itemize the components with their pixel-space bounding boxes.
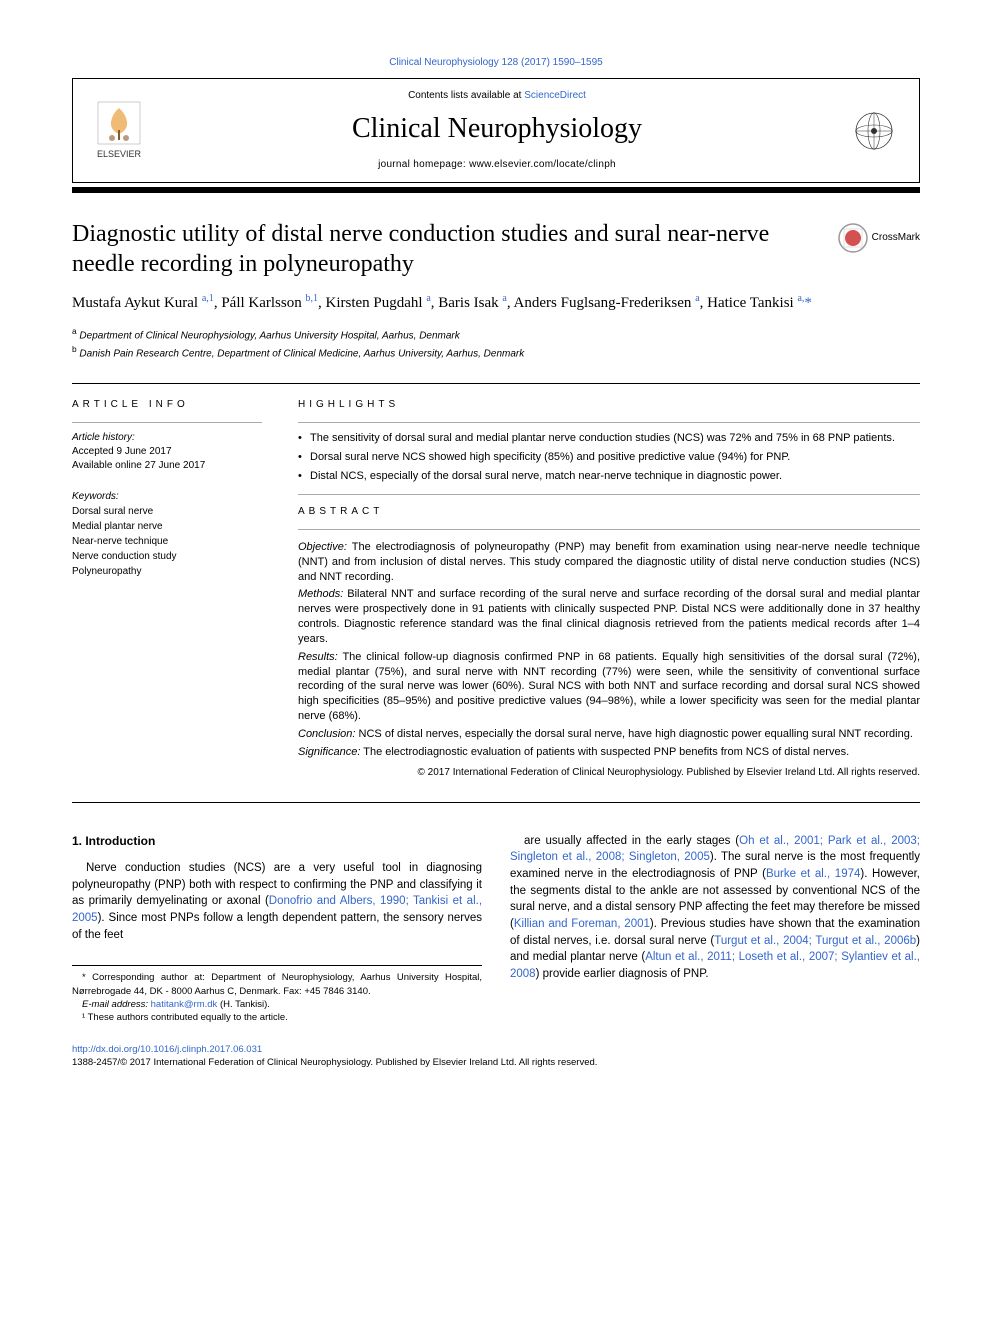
article-info-heading: ARTICLE INFO xyxy=(72,398,262,412)
abstract-rule xyxy=(298,529,920,530)
homepage-prefix: journal homepage: xyxy=(378,159,469,170)
doi-link[interactable]: http://dx.doi.org/10.1016/j.clinph.2017.… xyxy=(72,1044,262,1055)
keyword-item: Medial plantar nerve xyxy=(72,519,262,534)
abstract-heading: ABSTRACT xyxy=(298,505,920,519)
elsevier-logo: ELSEVIER xyxy=(87,95,151,167)
journal-homepage: journal homepage: www.elsevier.com/locat… xyxy=(151,158,843,172)
abstract-top-rule xyxy=(298,494,920,495)
contents-prefix: Contents lists available at xyxy=(408,90,524,101)
keyword-item: Nerve conduction study xyxy=(72,549,262,564)
header-rule xyxy=(72,187,920,193)
article-title: Diagnostic utility of distal nerve condu… xyxy=(72,219,826,279)
journal-cover-icon xyxy=(843,95,905,167)
crossmark-icon xyxy=(838,223,868,253)
page-footer: http://dx.doi.org/10.1016/j.clinph.2017.… xyxy=(72,1043,920,1070)
crossmark-label: CrossMark xyxy=(872,231,920,245)
highlights-list: The sensitivity of dorsal sural and medi… xyxy=(298,431,920,484)
history-label: Article history: xyxy=(72,431,262,445)
keyword-item: Near-nerve technique xyxy=(72,534,262,549)
homepage-url[interactable]: www.elsevier.com/locate/clinph xyxy=(469,159,616,170)
info-bottom-rule xyxy=(72,802,920,803)
accepted-date: Accepted 9 June 2017 xyxy=(72,445,262,459)
highlights-rule xyxy=(298,422,920,423)
email-link[interactable]: hatitank@rm.dk xyxy=(151,999,218,1010)
intro-paragraph-right: are usually affected in the early stages… xyxy=(510,833,920,983)
conclusion-label: Conclusion: xyxy=(298,728,355,740)
abstract-copyright: © 2017 International Federation of Clini… xyxy=(298,766,920,780)
intro-paragraph-left: Nerve conduction studies (NCS) are a ver… xyxy=(72,860,482,943)
issn-copyright: 1388-2457/© 2017 International Federatio… xyxy=(72,1056,920,1069)
email-suffix: (H. Tankisi). xyxy=(217,999,270,1010)
sciencedirect-link[interactable]: ScienceDirect xyxy=(524,90,586,101)
results-label: Results: xyxy=(298,651,338,663)
affiliation-a: Department of Clinical Neurophysiology, … xyxy=(79,330,459,341)
email-label: E-mail address: xyxy=(82,999,151,1010)
introduction-heading: 1. Introduction xyxy=(72,833,482,850)
abstract-body: Objective: The electrodiagnosis of polyn… xyxy=(298,540,920,780)
affiliation-b: Danish Pain Research Centre, Department … xyxy=(79,348,524,359)
journal-header: ELSEVIER Contents lists available at Sci… xyxy=(72,78,920,183)
equal-contribution: ¹ These authors contributed equally to t… xyxy=(72,1011,482,1024)
methods-label: Methods: xyxy=(298,588,343,600)
significance-label: Significance: xyxy=(298,746,360,758)
keywords-label: Keywords: xyxy=(72,489,262,504)
article-info-rule xyxy=(72,422,262,423)
elsevier-tree-icon xyxy=(96,100,142,146)
corresponding-author: * Corresponding author at: Department of… xyxy=(72,971,482,998)
journal-reference: Clinical Neurophysiology 128 (2017) 1590… xyxy=(72,56,920,70)
journal-name: Clinical Neurophysiology xyxy=(151,109,843,148)
footnotes: * Corresponding author at: Department of… xyxy=(72,965,482,1024)
objective-label: Objective: xyxy=(298,541,347,553)
methods-text: Bilateral NNT and surface recording of t… xyxy=(298,588,920,645)
results-text: The clinical follow-up diagnosis confirm… xyxy=(298,651,920,722)
affiliations: a Department of Clinical Neurophysiology… xyxy=(72,325,920,362)
objective-text: The electrodiagnosis of polyneuropathy (… xyxy=(298,541,920,583)
significance-text: The electrodiagnostic evaluation of pati… xyxy=(363,746,849,758)
keyword-item: Dorsal sural nerve xyxy=(72,504,262,519)
article-history: Article history: Accepted 9 June 2017 Av… xyxy=(72,431,262,473)
crossmark-badge[interactable]: CrossMark xyxy=(838,223,920,253)
keyword-item: Polyneuropathy xyxy=(72,564,262,579)
keywords-block: Keywords: Dorsal sural nerve Medial plan… xyxy=(72,489,262,579)
info-top-rule xyxy=(72,383,920,384)
elsevier-label: ELSEVIER xyxy=(97,148,141,161)
available-date: Available online 27 June 2017 xyxy=(72,459,262,473)
highlight-item: Distal NCS, especially of the dorsal sur… xyxy=(298,469,920,484)
authors-list: Mustafa Aykut Kural a,1, Páll Karlsson b… xyxy=(72,291,920,315)
highlight-item: The sensitivity of dorsal sural and medi… xyxy=(298,431,920,446)
conclusion-text: NCS of distal nerves, especially the dor… xyxy=(359,728,913,740)
contents-available: Contents lists available at ScienceDirec… xyxy=(151,89,843,103)
highlights-heading: HIGHLIGHTS xyxy=(298,398,920,412)
highlight-item: Dorsal sural nerve NCS showed high speci… xyxy=(298,450,920,465)
